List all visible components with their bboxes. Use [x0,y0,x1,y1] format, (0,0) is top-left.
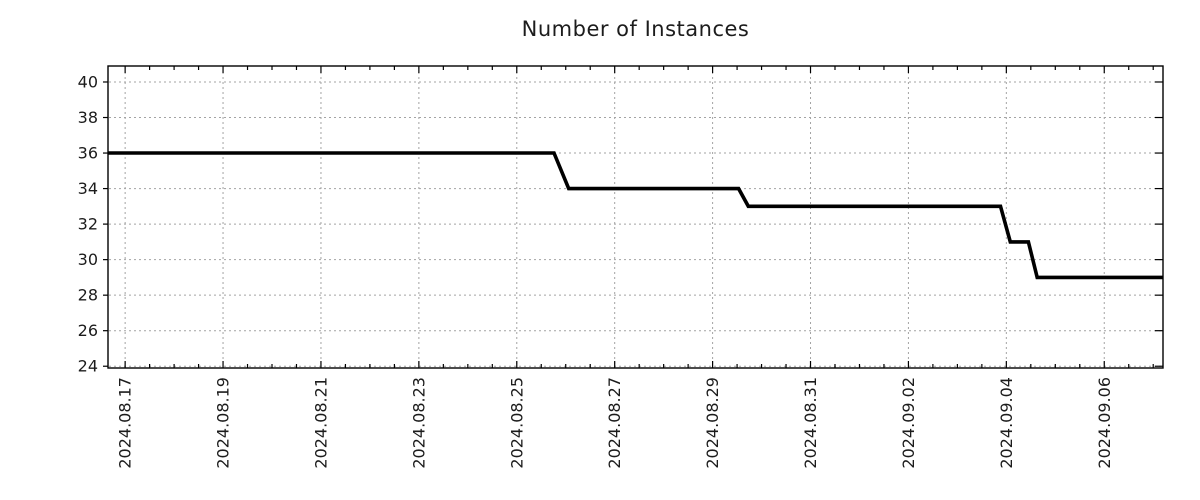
plot-border [107,65,1164,369]
y-tick-label: 34 [78,179,98,198]
x-tick-label: 2024.08.23 [409,377,428,469]
y-tick-label: 30 [78,250,98,269]
y-tick-label: 32 [78,215,98,234]
x-tick-label: 2024.08.25 [507,377,526,469]
x-tick-label: 2024.08.21 [311,377,330,469]
chart-title: Number of Instances [521,17,750,41]
y-tick-label: 26 [78,321,98,340]
series-line [108,151,1163,280]
x-tick-label: 2024.08.27 [605,377,624,469]
y-tick-label: 38 [78,108,98,127]
y-tick-label: 36 [78,144,98,163]
x-tick-label: 2024.08.19 [214,377,233,469]
x-tick-label: 2024.09.02 [899,377,918,469]
x-tick-label: 2024.08.31 [801,377,820,469]
x-tick-label: 2024.08.29 [703,377,722,469]
x-tick-label: 2024.09.04 [997,377,1016,469]
y-tick-label: 28 [78,286,98,305]
x-tick-label: 2024.09.06 [1095,377,1114,469]
x-tick-label: 2024.08.17 [116,377,135,469]
y-tick-label: 40 [78,72,98,91]
y-tick-label: 24 [78,357,98,376]
